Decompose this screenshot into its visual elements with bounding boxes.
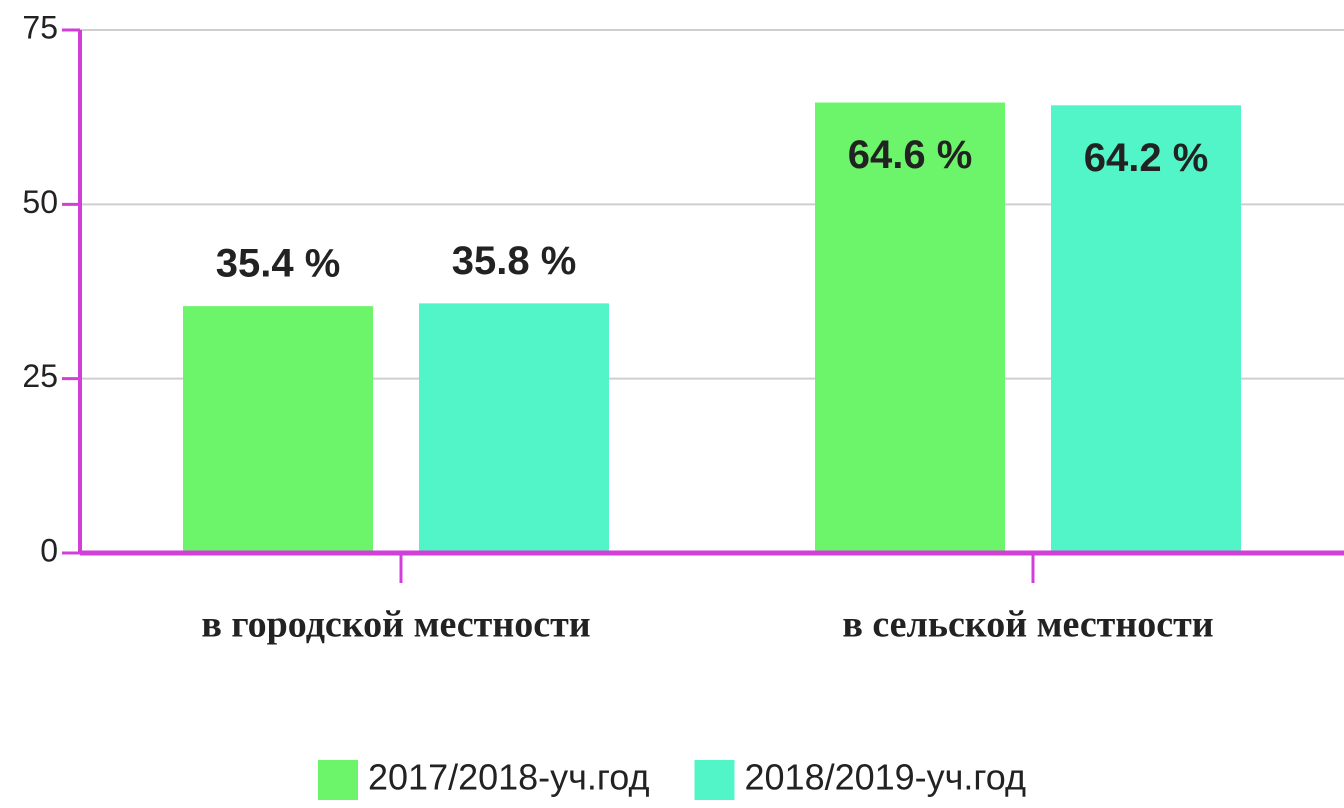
value-label: 64.2 % (1084, 136, 1209, 180)
legend-swatch (694, 760, 735, 800)
x-tick-label: в сельской местности (842, 604, 1213, 646)
x-tick-label: в городской местности (201, 604, 590, 646)
value-label: 35.8 % (452, 239, 577, 283)
legend-label: 2017/2018-уч.год (368, 757, 650, 798)
bar (183, 306, 373, 553)
legend-swatch (318, 760, 358, 800)
bar (815, 102, 1005, 553)
legend-label: 2018/2019-уч.год (745, 757, 1027, 798)
y-tick-label: 0 (40, 532, 58, 568)
bar (419, 303, 609, 553)
bar (1051, 105, 1241, 553)
y-tick-label: 50 (22, 184, 58, 220)
y-tick-label: 75 (22, 9, 58, 45)
value-label: 64.6 % (848, 133, 973, 177)
value-label: 35.4 % (216, 242, 341, 286)
y-tick-label: 25 (22, 358, 58, 394)
